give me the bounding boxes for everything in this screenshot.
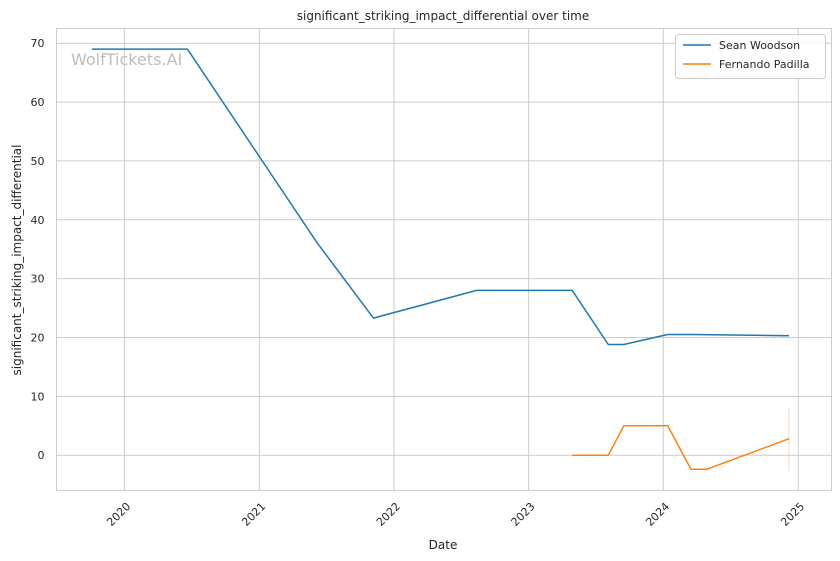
legend: Sean Woodson Fernando Padilla <box>675 34 826 79</box>
x-axis-label: Date <box>429 538 458 552</box>
series-lines <box>91 48 790 471</box>
x-tick-label: 2021 <box>239 500 268 529</box>
y-tick-label: 0 <box>38 449 45 462</box>
legend-box <box>675 34 826 79</box>
y-tick-label: 10 <box>31 390 45 403</box>
y-tick-label: 30 <box>31 273 45 286</box>
x-tick-label: 2023 <box>509 500 538 529</box>
y-axis-label: significant_striking_impact_differential <box>10 145 24 376</box>
y-tick-label: 40 <box>31 214 45 227</box>
chart-title: significant_striking_impact_differential… <box>297 9 589 23</box>
series-line-sean-woodson <box>91 48 790 346</box>
y-tick-label: 20 <box>31 331 45 344</box>
x-tick-label: 2025 <box>778 500 807 529</box>
x-tick-label: 2024 <box>643 500 672 529</box>
y-tick-label: 60 <box>31 96 45 109</box>
watermark: WolfTickets.AI <box>71 50 182 69</box>
y-tick-label: 70 <box>31 37 45 50</box>
plot-area <box>56 28 832 491</box>
legend-label-sean-woodson: Sean Woodson <box>719 39 800 52</box>
x-tick-label: 2022 <box>374 500 403 529</box>
x-tick-label: 2020 <box>104 500 133 529</box>
series-line-fernando-padilla <box>572 425 790 471</box>
y-tick-label: 50 <box>31 155 45 168</box>
legend-label-fernando-padilla: Fernando Padilla <box>719 58 810 71</box>
